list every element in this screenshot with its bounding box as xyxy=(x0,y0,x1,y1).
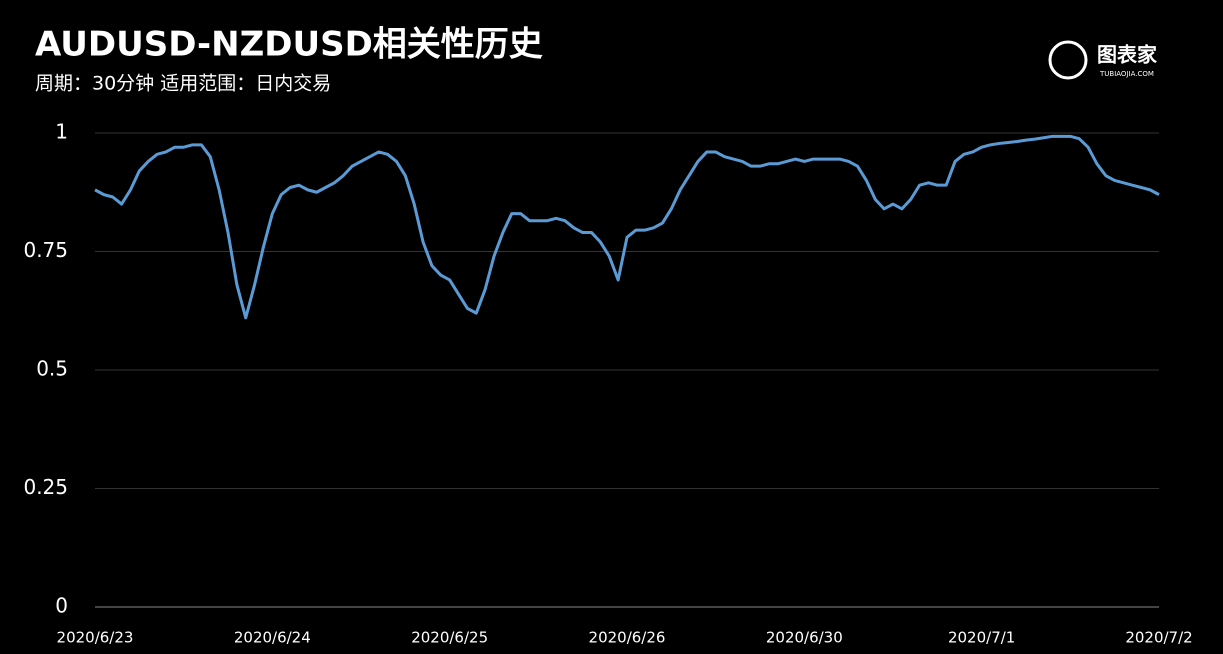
x-tick-label: 2020/6/25 xyxy=(411,629,488,647)
x-tick-label: 2020/6/30 xyxy=(766,629,843,647)
y-tick-label: 1 xyxy=(55,120,68,144)
y-tick-label: 0 xyxy=(55,594,68,618)
line xyxy=(94,134,1160,320)
logo: 图表家 xyxy=(1097,43,1158,67)
x-tick-label: 2020/6/26 xyxy=(589,629,666,647)
x-tick-label: 2020/7/1 xyxy=(948,629,1015,647)
logo-sub: TUBIAOJIA.COM xyxy=(1099,70,1154,78)
chart-subtitle: 周期：30分钟 适用范围：日内交易 xyxy=(35,73,331,95)
y-tick-label: 0.5 xyxy=(36,357,68,381)
y-tick-label: 0.25 xyxy=(23,475,68,499)
y-tick-label: 0.75 xyxy=(23,238,68,262)
chart-title: AUDUSD-NZDUSD相关性历史 xyxy=(35,25,543,65)
x-tick-label: 2020/6/24 xyxy=(234,629,311,647)
x-tick-label: 2020/7/2 xyxy=(1125,629,1192,647)
logo-icon xyxy=(1048,40,1088,80)
x-tick-label: 2020/6/23 xyxy=(57,629,134,647)
